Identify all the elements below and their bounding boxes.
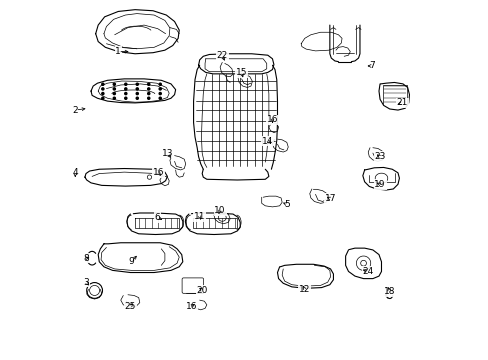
Text: 16: 16 [152, 168, 164, 177]
Text: 13: 13 [162, 149, 173, 158]
Text: 18: 18 [383, 287, 395, 296]
Circle shape [147, 97, 149, 99]
Text: 15: 15 [235, 68, 247, 77]
Text: 12: 12 [299, 285, 310, 294]
Text: 22: 22 [216, 51, 227, 60]
Text: 7: 7 [368, 62, 374, 71]
Circle shape [147, 93, 149, 95]
Circle shape [113, 97, 115, 99]
Circle shape [136, 93, 138, 95]
Circle shape [136, 88, 138, 90]
Text: 3: 3 [83, 278, 89, 287]
Text: 8: 8 [83, 254, 89, 263]
Circle shape [159, 93, 161, 95]
Text: 4: 4 [72, 168, 78, 177]
Circle shape [102, 83, 104, 85]
Text: 25: 25 [124, 302, 136, 311]
Circle shape [124, 93, 126, 95]
Circle shape [136, 97, 138, 99]
Circle shape [124, 83, 126, 85]
Text: 20: 20 [196, 286, 207, 295]
Text: 11: 11 [194, 212, 205, 221]
Circle shape [102, 88, 104, 90]
Text: 2: 2 [72, 105, 78, 114]
Text: 17: 17 [324, 194, 336, 203]
Circle shape [113, 83, 115, 85]
Text: 1: 1 [115, 47, 121, 56]
Circle shape [159, 83, 161, 85]
Circle shape [136, 83, 138, 85]
Circle shape [147, 88, 149, 90]
Circle shape [147, 83, 149, 85]
Text: 16: 16 [185, 302, 197, 311]
Text: 21: 21 [396, 98, 407, 107]
Text: 10: 10 [214, 206, 225, 215]
Text: 14: 14 [262, 137, 273, 146]
Circle shape [102, 93, 104, 95]
Text: 23: 23 [374, 152, 385, 161]
Text: 24: 24 [362, 267, 373, 276]
Circle shape [124, 97, 126, 99]
Text: 16: 16 [266, 115, 278, 124]
Circle shape [113, 88, 115, 90]
Circle shape [159, 88, 161, 90]
Circle shape [113, 93, 115, 95]
Text: 19: 19 [373, 180, 385, 189]
Text: 5: 5 [284, 200, 289, 209]
Text: 6: 6 [155, 213, 160, 222]
Text: 9: 9 [128, 257, 134, 266]
Circle shape [102, 97, 104, 99]
Circle shape [124, 88, 126, 90]
Circle shape [159, 97, 161, 99]
